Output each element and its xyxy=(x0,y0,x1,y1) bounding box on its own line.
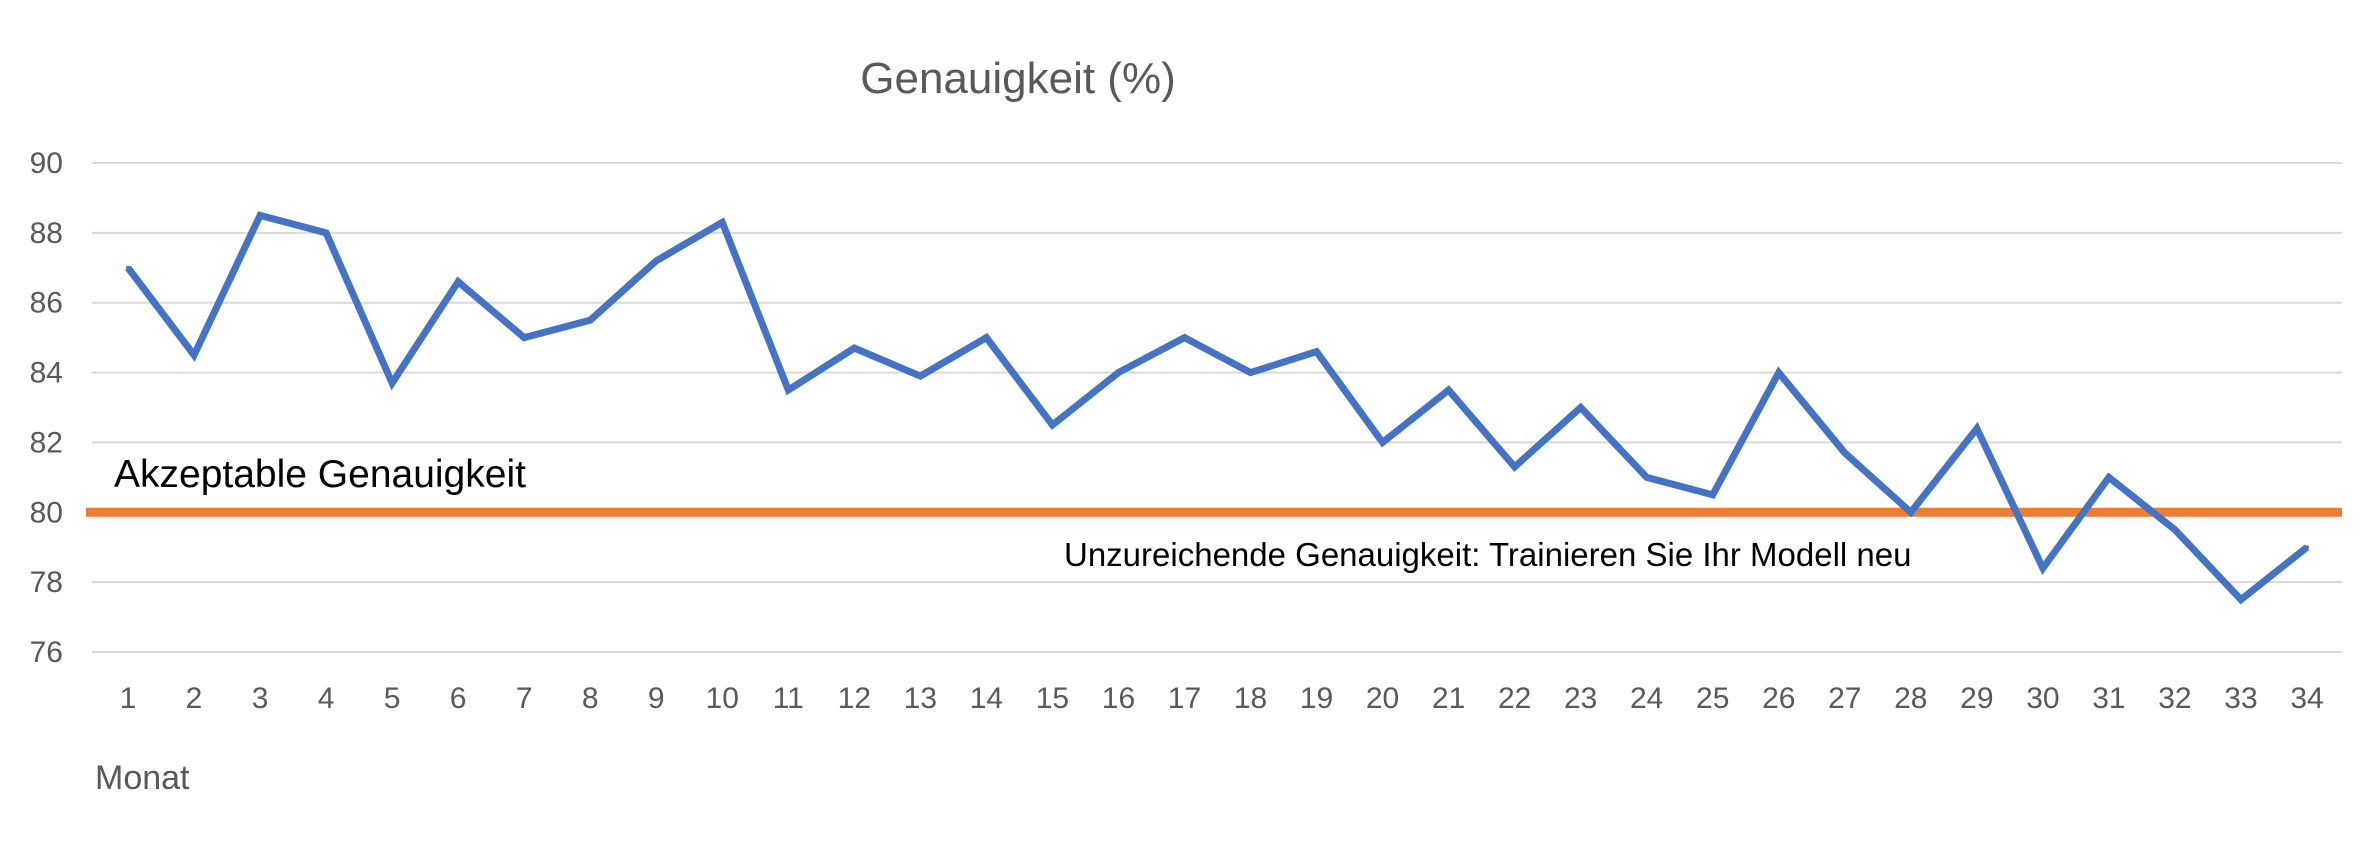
x-axis-ticks: 1 2 3 4 5 6 7 8 9 10 11 12 13 14 15 16 17 18 19 20 21 22 23 24 2… xyxy=(120,682,2324,715)
data-point xyxy=(2305,545,2309,550)
y-axis-ticks: 76 78 80 82 84 86 88 90 xyxy=(30,147,63,669)
x-tick-label: 16 xyxy=(1102,682,1135,715)
x-tick-label: 21 xyxy=(1432,682,1465,715)
y-tick-label: 84 xyxy=(30,357,63,390)
data-point xyxy=(918,374,923,379)
data-point xyxy=(390,381,395,386)
data-point xyxy=(2172,527,2177,532)
x-tick-label: 19 xyxy=(1300,682,1333,715)
data-point xyxy=(2238,597,2243,602)
x-tick-label: 34 xyxy=(2290,682,2323,715)
data-point xyxy=(984,335,989,340)
data-point xyxy=(522,335,527,340)
data-point xyxy=(1842,450,1847,455)
data-point xyxy=(1446,388,1451,393)
x-tick-label: 33 xyxy=(2224,682,2257,715)
x-tick-label: 1 xyxy=(120,682,137,715)
data-point xyxy=(1050,422,1055,427)
y-tick-label: 86 xyxy=(30,287,63,320)
data-point xyxy=(654,258,659,263)
y-tick-label: 76 xyxy=(30,636,63,669)
x-tick-label: 20 xyxy=(1366,682,1399,715)
x-tick-label: 8 xyxy=(582,682,599,715)
data-point xyxy=(1314,349,1319,354)
x-tick-label: 12 xyxy=(838,682,871,715)
data-point xyxy=(2106,475,2111,480)
y-tick-label: 90 xyxy=(30,147,63,180)
series-line xyxy=(125,211,2310,605)
x-tick-label: 18 xyxy=(1234,682,1267,715)
data-point xyxy=(1182,335,1187,340)
x-tick-label: 29 xyxy=(1960,682,1993,715)
data-point xyxy=(192,353,197,358)
x-tick-label: 23 xyxy=(1564,682,1597,715)
data-point xyxy=(720,220,725,225)
chart-title: Genauigkeit (%) xyxy=(860,54,1175,103)
data-point xyxy=(1380,440,1385,445)
x-tick-label: 31 xyxy=(2092,682,2125,715)
data-point xyxy=(1116,370,1121,375)
x-tick-label: 11 xyxy=(773,682,804,715)
data-point xyxy=(1578,405,1583,410)
x-tick-label: 22 xyxy=(1498,682,1531,715)
x-tick-label: 5 xyxy=(384,682,401,715)
x-tick-label: 3 xyxy=(252,682,269,715)
x-tick-label: 27 xyxy=(1828,682,1861,715)
x-tick-label: 17 xyxy=(1168,682,1201,715)
x-tick-label: 15 xyxy=(1036,682,1069,715)
x-tick-label: 32 xyxy=(2158,682,2191,715)
y-tick-label: 80 xyxy=(30,496,63,529)
x-tick-label: 13 xyxy=(904,682,937,715)
threshold-label-above: Akzeptable Genauigkeit xyxy=(114,453,526,496)
series-group xyxy=(125,211,2310,605)
data-point xyxy=(1776,370,1781,375)
data-point xyxy=(786,388,791,393)
threshold-label-below: Unzureichende Genauigkeit: Trainieren Si… xyxy=(1064,536,1912,573)
data-point xyxy=(852,346,857,351)
y-tick-label: 88 xyxy=(30,217,63,250)
x-tick-label: 26 xyxy=(1762,682,1795,715)
data-point xyxy=(1512,464,1517,469)
data-point xyxy=(1908,510,1913,515)
data-point xyxy=(1248,370,1253,375)
x-tick-label: 24 xyxy=(1630,682,1663,715)
data-point xyxy=(1710,492,1715,497)
x-tick-label: 25 xyxy=(1696,682,1729,715)
x-tick-label: 6 xyxy=(450,682,467,715)
data-point xyxy=(258,213,263,218)
x-tick-label: 14 xyxy=(970,682,1003,715)
y-tick-label: 82 xyxy=(30,426,63,459)
x-tick-label: 9 xyxy=(648,682,665,715)
x-tick-label: 28 xyxy=(1894,682,1927,715)
x-axis-title: Monat xyxy=(95,759,190,797)
x-tick-label: 7 xyxy=(516,682,533,715)
data-point xyxy=(126,265,130,270)
x-tick-label: 10 xyxy=(706,682,739,715)
data-point xyxy=(324,230,329,235)
x-tick-label: 2 xyxy=(186,682,203,715)
x-tick-label: 30 xyxy=(2026,682,2059,715)
data-point xyxy=(1974,426,1979,431)
data-point xyxy=(2040,566,2045,571)
x-tick-label: 4 xyxy=(318,682,335,715)
gridlines xyxy=(92,162,2342,653)
data-point xyxy=(1644,475,1649,480)
data-point xyxy=(588,318,593,323)
data-point xyxy=(456,279,461,284)
y-tick-label: 78 xyxy=(30,566,63,599)
